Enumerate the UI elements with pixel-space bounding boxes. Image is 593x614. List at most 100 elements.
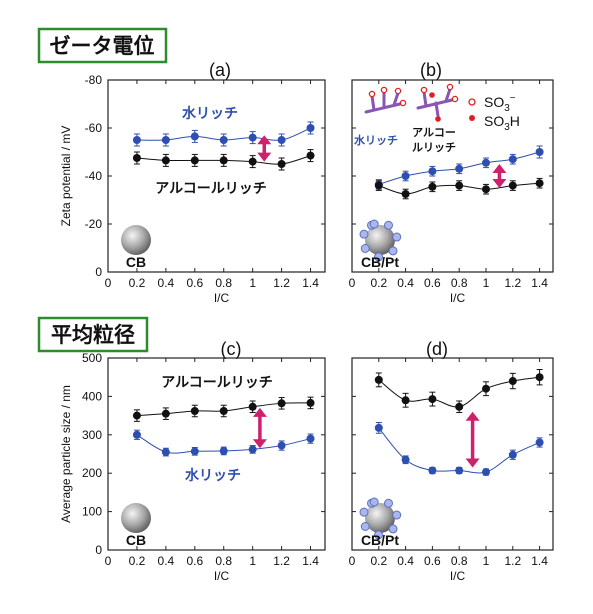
- sample-label: CB/Pt: [361, 254, 399, 270]
- carbon-particle: [365, 503, 395, 533]
- data-point: [535, 148, 544, 156]
- data-point: [482, 468, 490, 477]
- series-alcohol-rich: [374, 177, 544, 200]
- x-tick-label: 1.2: [504, 554, 521, 568]
- x-axis-label: I/C: [214, 569, 230, 583]
- x-axis-label: I/C: [450, 291, 466, 305]
- size-section-title: 平均粒径: [51, 323, 135, 347]
- data-point: [161, 409, 170, 418]
- data-point: [508, 155, 517, 164]
- x-tick-label: 1: [249, 554, 256, 568]
- data-point: [248, 402, 257, 411]
- label-c-alcohol-rich: アルコールリッチ: [161, 375, 273, 391]
- panel-d: (d) 0 0.2 0.4 0.6 0.8 1 1.2 1.4 I/C CB/Pt: [349, 339, 554, 583]
- sample-label: CB: [126, 254, 146, 270]
- data-point: [482, 185, 490, 194]
- pt-nanoparticle: [374, 530, 384, 540]
- x-tick-label: 1: [249, 276, 256, 290]
- panel-title-a: (a): [209, 60, 231, 80]
- x-tick-label: 0.4: [158, 276, 175, 290]
- data-point: [277, 441, 286, 450]
- pt-nanoparticle: [392, 232, 402, 242]
- data-point: [190, 406, 199, 415]
- difference-arrow-head-up: [465, 411, 480, 421]
- pt-nanoparticle: [384, 498, 393, 508]
- x-tick-label: 0.2: [129, 554, 146, 568]
- data-point: [190, 156, 199, 165]
- x-tick-label: 1: [483, 276, 490, 290]
- x-tick-label: 1: [483, 554, 490, 568]
- ionomer-legend: SO3− SO3H 水リッチ アルコー ルリッチ: [354, 83, 520, 154]
- x-tick-label: 0.2: [129, 276, 146, 290]
- x-tick-label: 0.4: [397, 554, 414, 568]
- y-tick-label: 500: [82, 351, 102, 365]
- panel-b: (b) 0 0.2 0.4 0.6 0.8 1 1.2 1.4 I/C CB/Pt: [349, 60, 554, 305]
- label-a-alcohol-rich: アルコールリッチ: [155, 181, 267, 197]
- y-tick-label: 100: [82, 505, 102, 519]
- x-tick-label: 0.8: [215, 554, 232, 568]
- difference-arrow-head-down: [465, 458, 480, 468]
- data-point: [219, 136, 228, 144]
- x-tick-label: 0: [105, 276, 112, 290]
- data-point: [401, 396, 410, 405]
- x-tick-label: 0.8: [451, 276, 468, 290]
- x-axis-label: I/C: [214, 291, 230, 305]
- data-point: [508, 181, 517, 190]
- x-axis-label: I/C: [450, 569, 466, 583]
- series-water-rich: [132, 429, 315, 457]
- data-point: [306, 398, 315, 407]
- x-tick-label: 0.6: [186, 276, 203, 290]
- data-point: [455, 466, 464, 475]
- data-point: [132, 136, 141, 144]
- x-tick-label: 0.4: [397, 276, 414, 290]
- plot-frame-d: [351, 357, 554, 551]
- x-tick-label: 1.4: [302, 554, 319, 568]
- difference-arrow-head-down: [492, 179, 507, 188]
- y-tick-label: 300: [82, 428, 102, 442]
- carbon-particle: [365, 225, 395, 255]
- x-tick-label: 0.4: [158, 554, 175, 568]
- data-point: [535, 438, 544, 447]
- y-tick-label: 0: [95, 265, 102, 279]
- data-point: [535, 373, 544, 382]
- so3-minus-marker: [468, 98, 476, 106]
- data-point: [374, 181, 383, 190]
- series-alcohol-rich: [132, 396, 315, 422]
- panel-a: (a) 0 0.2 0.4 0.6 0.8 1 1.2 1.4 I/C 0 -20 -40 -60 -80 Z…: [59, 60, 326, 305]
- data-point: [306, 151, 315, 160]
- difference-arrow-head-up: [492, 164, 507, 173]
- x-tick-label: 0.8: [215, 276, 232, 290]
- x-tick-label: 1.4: [531, 276, 548, 290]
- data-point: [374, 375, 383, 384]
- difference-arrow-head-down: [257, 152, 272, 162]
- data-point: [428, 167, 437, 176]
- data-point: [219, 156, 228, 165]
- so3h-label: SO3H: [484, 113, 520, 133]
- x-tick-label: 0.2: [370, 554, 387, 568]
- plot-frame-c: [107, 357, 326, 551]
- ionomer-water-icon: [364, 86, 407, 114]
- data-point: [277, 399, 286, 408]
- data-point: [401, 190, 410, 198]
- difference-arrow-head-down: [252, 439, 267, 449]
- data-point: [428, 395, 437, 404]
- y-tick-label: 200: [82, 466, 102, 480]
- so3-minus-label: SO3−: [484, 93, 516, 114]
- y-tick-label: -20: [85, 217, 103, 231]
- data-point: [428, 466, 437, 475]
- data-point: [132, 411, 141, 420]
- data-point: [277, 136, 286, 144]
- y-tick-label: 0: [95, 543, 102, 557]
- y-tick-label: -40: [85, 169, 103, 183]
- series-water-rich: [132, 121, 315, 147]
- pt-nanoparticle: [369, 219, 379, 229]
- data-point: [535, 179, 544, 188]
- panel-title-d: (d): [426, 339, 448, 359]
- data-point: [219, 446, 228, 455]
- data-point: [428, 182, 437, 191]
- data-point: [248, 445, 257, 454]
- size-section-box: [37, 316, 149, 353]
- pt-nanoparticle: [388, 524, 398, 534]
- legend-alcohol-rich-line2: ルリッチ: [412, 141, 456, 154]
- zeta-section-title: ゼータ電位: [50, 34, 155, 58]
